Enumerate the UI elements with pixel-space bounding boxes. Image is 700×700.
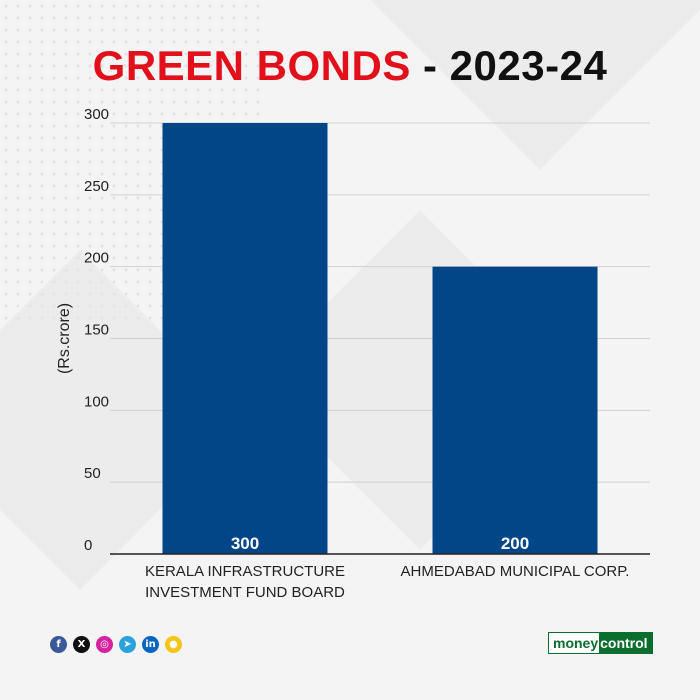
bar	[162, 123, 328, 554]
moneycontrol-logo: money control	[548, 632, 653, 654]
y-axis-label: (Rs.crore)	[56, 303, 73, 374]
x-icon[interactable]: X	[73, 636, 90, 653]
x-tick-label: AHMEDABAD MUNICIPAL CORP.	[401, 563, 630, 580]
bar-value-label: 200	[501, 534, 529, 553]
y-tick-label: 200	[84, 250, 109, 267]
y-tick-label: 150	[84, 322, 109, 339]
chart-title-year: - 2023-24	[410, 42, 608, 89]
chart-title: GREEN BONDS - 2023-24	[0, 42, 700, 90]
instagram-icon[interactable]: ◎	[96, 636, 113, 653]
chart-title-highlight: GREEN BONDS	[92, 42, 411, 89]
logo-part-control: control	[599, 633, 652, 653]
y-tick-label: 250	[84, 178, 109, 195]
x-tick-label: KERALA INFRASTRUCTURE	[145, 563, 345, 580]
y-tick-label: 300	[84, 106, 109, 123]
y-tick-label: 50	[84, 465, 101, 482]
x-tick-label: INVESTMENT FUND BOARD	[145, 584, 345, 601]
linkedin-icon[interactable]: in	[142, 636, 159, 653]
social-icons: f X ◎ ➤ in ●	[50, 636, 182, 653]
logo-part-money: money	[549, 633, 600, 653]
bar-value-label: 300	[231, 534, 259, 553]
telegram-icon[interactable]: ➤	[119, 636, 136, 653]
y-tick-label: 0	[84, 537, 92, 554]
facebook-icon[interactable]: f	[50, 636, 67, 653]
y-tick-label: 100	[84, 393, 109, 410]
koo-icon[interactable]: ●	[165, 636, 182, 653]
bar	[432, 266, 598, 554]
